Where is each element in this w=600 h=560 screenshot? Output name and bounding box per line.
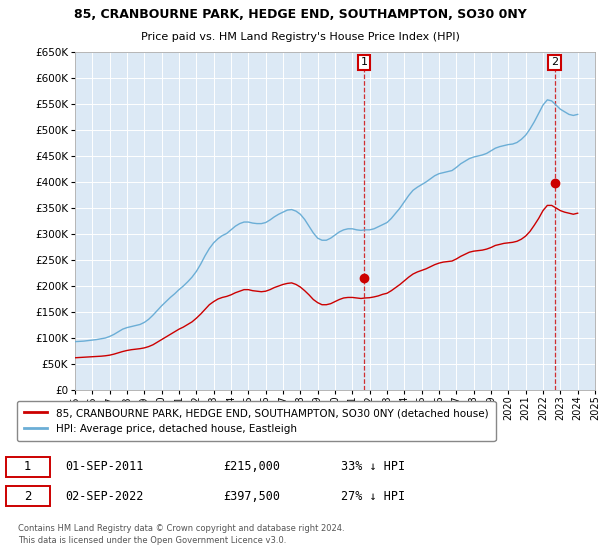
Text: 1: 1 bbox=[24, 460, 32, 473]
Text: 2: 2 bbox=[24, 489, 32, 503]
Text: Contains HM Land Registry data © Crown copyright and database right 2024.
This d: Contains HM Land Registry data © Crown c… bbox=[18, 524, 344, 544]
Text: £215,000: £215,000 bbox=[224, 460, 281, 473]
Text: 2: 2 bbox=[551, 58, 558, 67]
Text: Price paid vs. HM Land Registry's House Price Index (HPI): Price paid vs. HM Land Registry's House … bbox=[140, 32, 460, 42]
FancyBboxPatch shape bbox=[6, 457, 50, 477]
FancyBboxPatch shape bbox=[6, 486, 50, 506]
Text: 1: 1 bbox=[361, 58, 367, 67]
Legend: 85, CRANBOURNE PARK, HEDGE END, SOUTHAMPTON, SO30 0NY (detached house), HPI: Ave: 85, CRANBOURNE PARK, HEDGE END, SOUTHAMP… bbox=[17, 400, 496, 441]
Text: 27% ↓ HPI: 27% ↓ HPI bbox=[341, 489, 405, 503]
Text: 02-SEP-2022: 02-SEP-2022 bbox=[65, 489, 143, 503]
Text: 01-SEP-2011: 01-SEP-2011 bbox=[65, 460, 143, 473]
Text: 33% ↓ HPI: 33% ↓ HPI bbox=[341, 460, 405, 473]
Text: £397,500: £397,500 bbox=[224, 489, 281, 503]
Text: 85, CRANBOURNE PARK, HEDGE END, SOUTHAMPTON, SO30 0NY: 85, CRANBOURNE PARK, HEDGE END, SOUTHAMP… bbox=[74, 8, 526, 21]
